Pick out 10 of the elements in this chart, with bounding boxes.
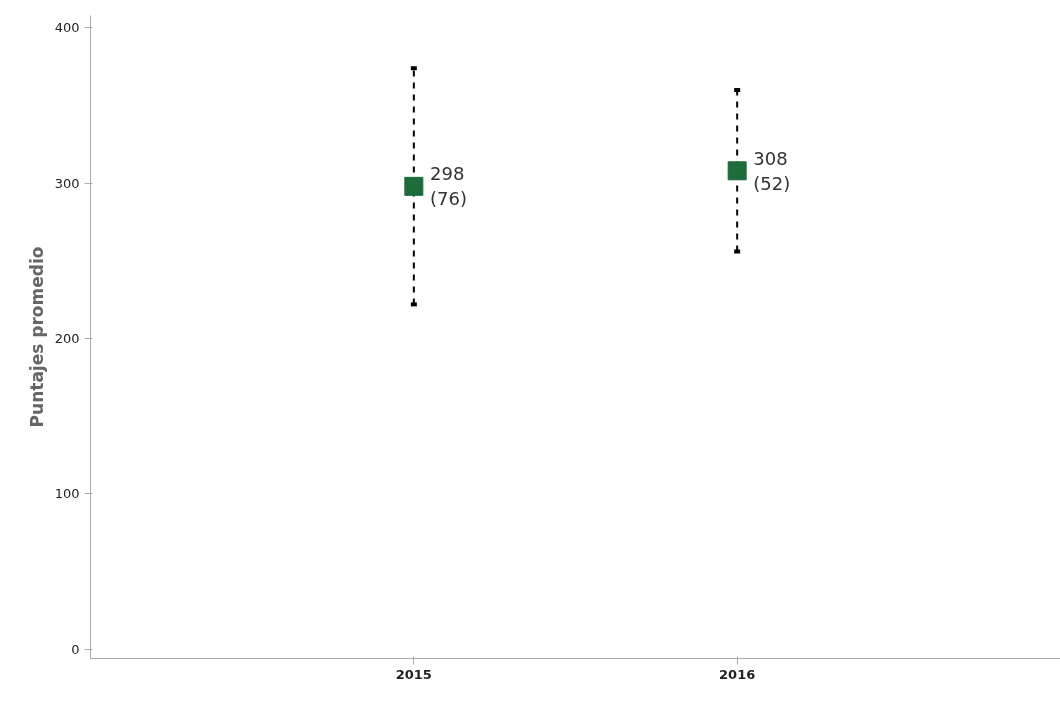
y-tick-label: 200 bbox=[54, 331, 80, 347]
y-tick-label: 300 bbox=[54, 175, 80, 191]
y-tick-label: 400 bbox=[54, 20, 80, 36]
y-tick-label: 0 bbox=[71, 641, 80, 657]
y-axis-title: Puntajes promedio bbox=[26, 246, 47, 428]
y-tick-label: 100 bbox=[54, 486, 80, 502]
x-tick-label: 2015 bbox=[395, 666, 432, 682]
data-label: 298 (76) bbox=[430, 163, 467, 210]
data-label: 308 (52) bbox=[753, 147, 791, 194]
x-tick-label: 2016 bbox=[719, 666, 756, 682]
